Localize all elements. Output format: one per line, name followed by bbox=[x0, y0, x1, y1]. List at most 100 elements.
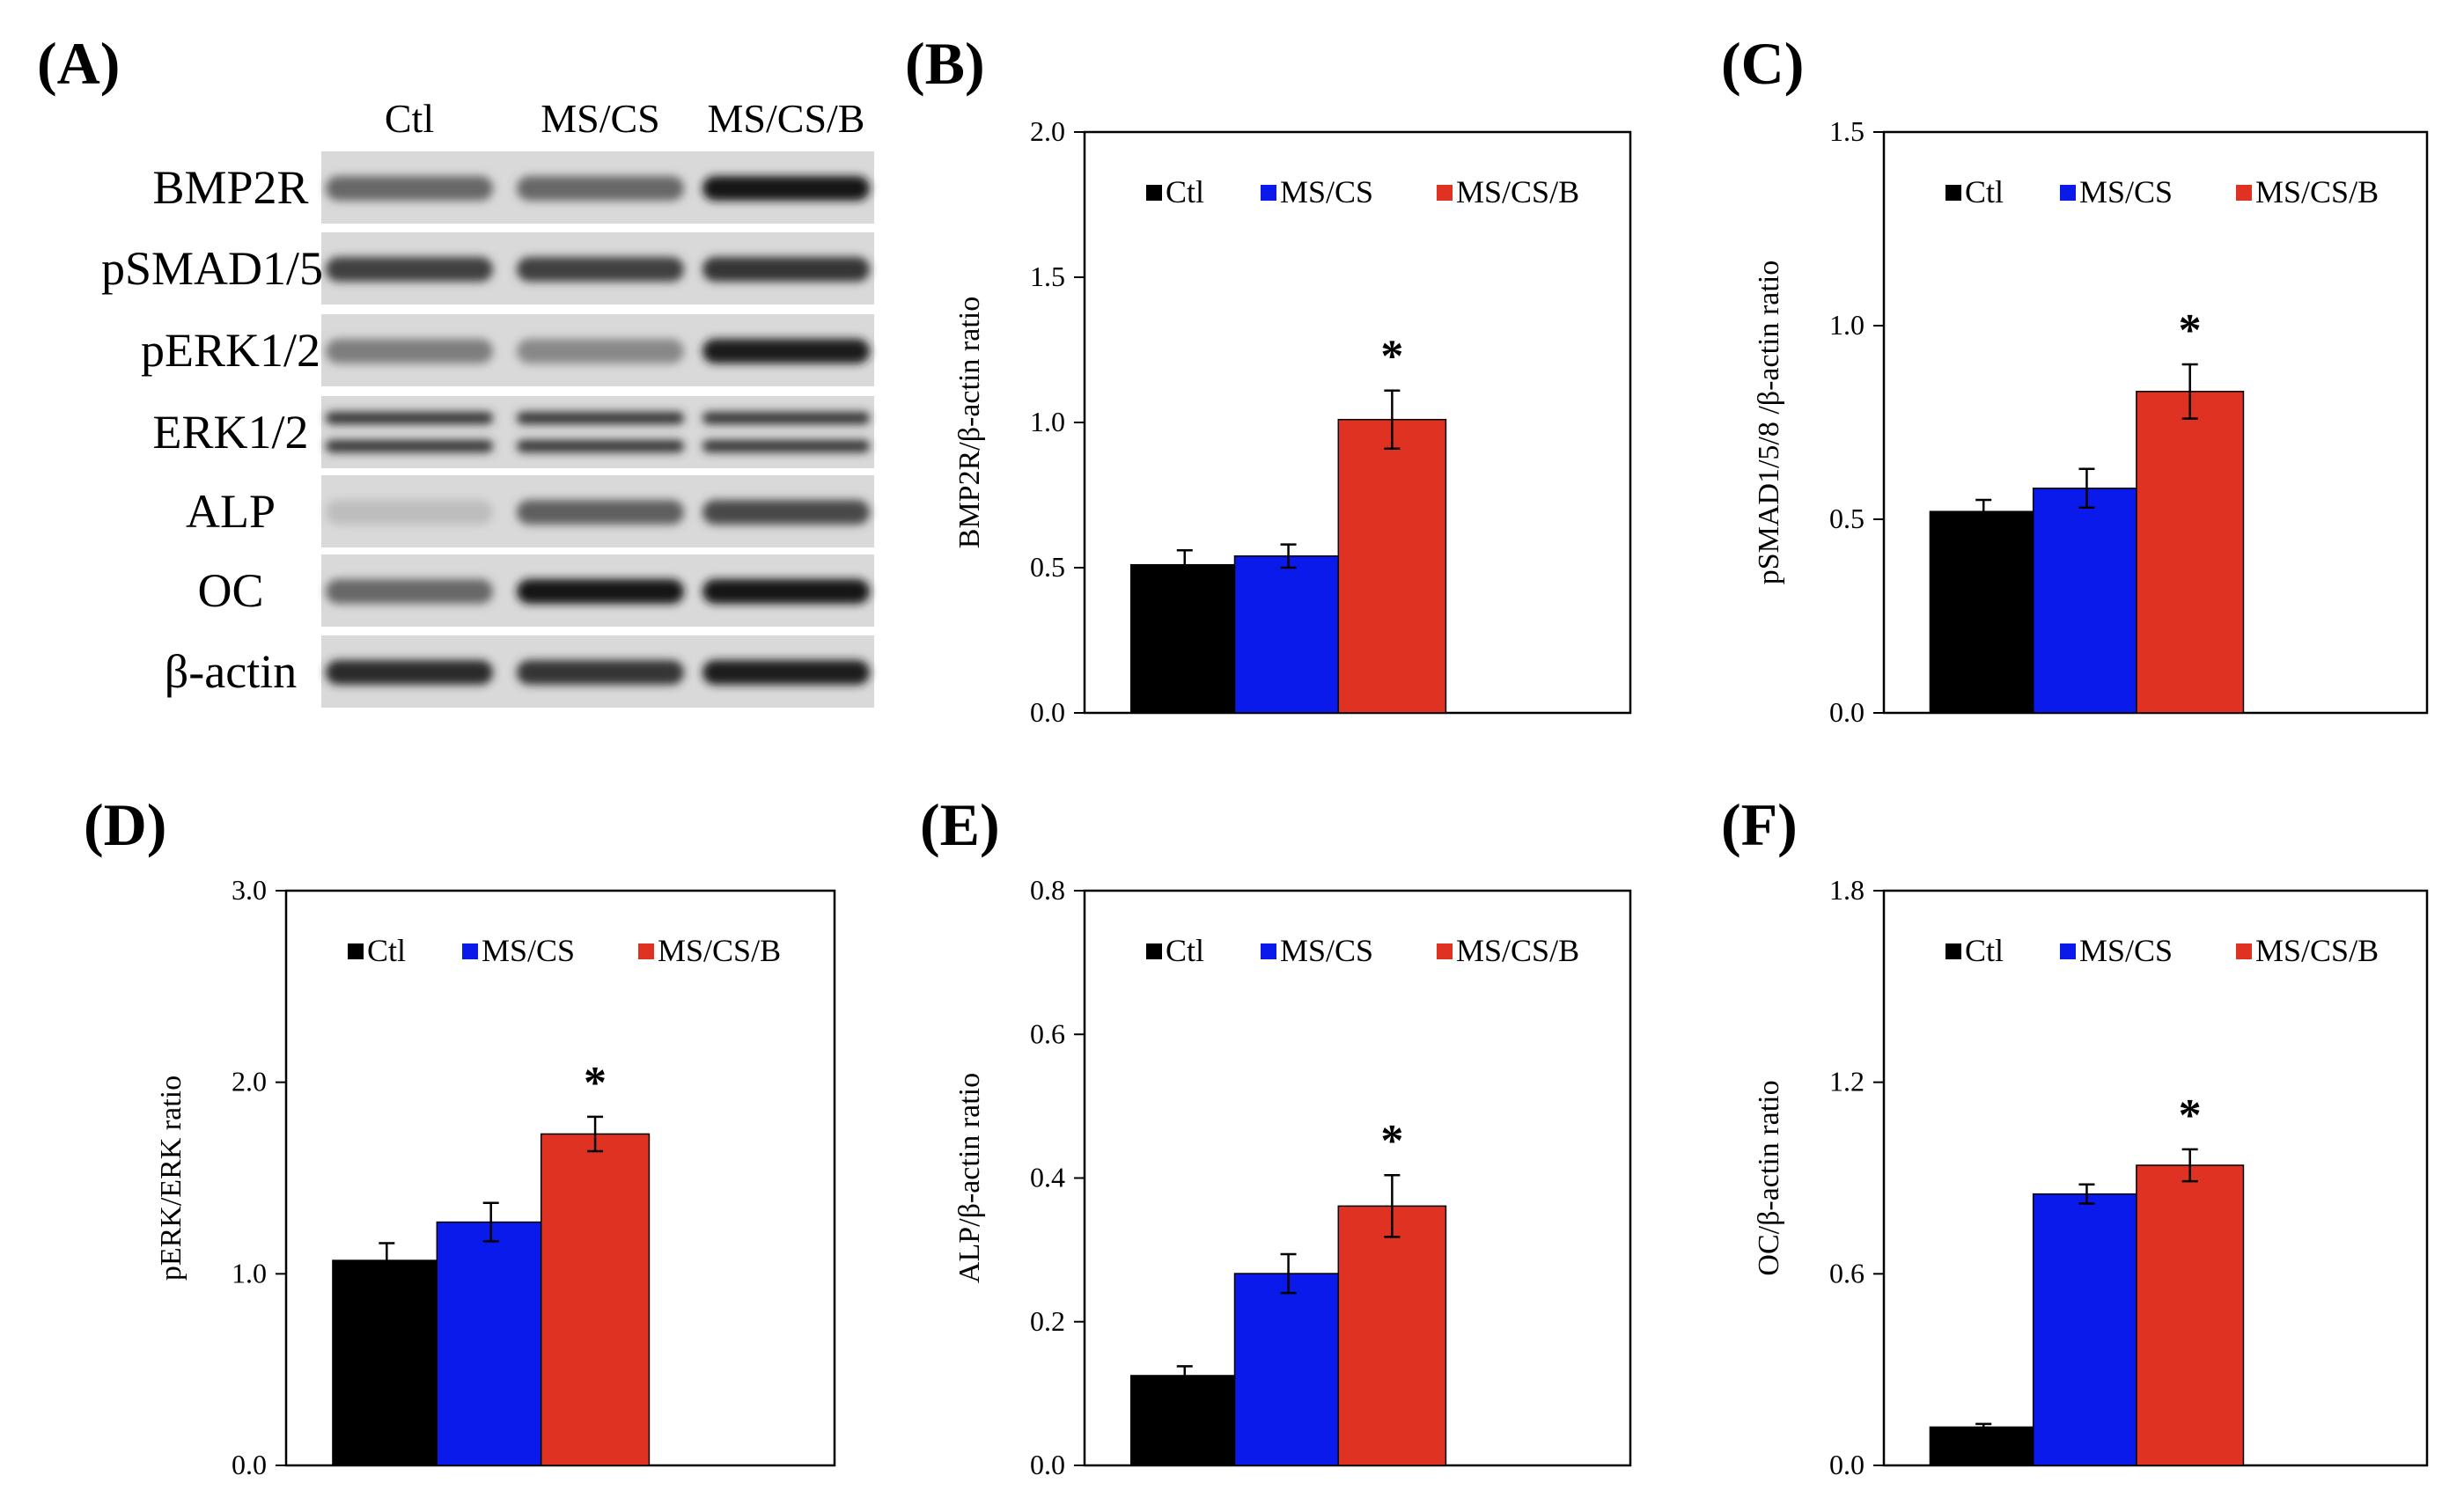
legend-label: MS/CS/B bbox=[2255, 174, 2379, 209]
blot-band bbox=[702, 412, 870, 424]
bar-mscs bbox=[1233, 555, 1343, 714]
y-tick-label: 1.5 bbox=[1829, 115, 1865, 147]
y-axis-label: BMP2R/β-actin ratio bbox=[953, 297, 986, 548]
y-tick-label: 0.0 bbox=[1829, 696, 1865, 728]
y-tick-label: 0.0 bbox=[232, 1449, 267, 1480]
blot-band bbox=[702, 339, 870, 363]
legend-label: MS/CS/B bbox=[2255, 933, 2379, 968]
legend-swatch-mscs bbox=[2060, 185, 2076, 201]
bar-mscs bbox=[2032, 1193, 2141, 1466]
bar-mscsb bbox=[1337, 1205, 1447, 1466]
legend-label: MS/CS bbox=[1280, 933, 1373, 968]
panel-label: (F) bbox=[1721, 791, 1798, 858]
y-axis-label: OC/β-actin ratio bbox=[1753, 1080, 1785, 1275]
blot-row-label: pSMAD1/5/8 bbox=[101, 242, 360, 295]
bar-mscs bbox=[1233, 1273, 1343, 1466]
legend-swatch-ctl bbox=[1945, 943, 1961, 959]
y-tick-label: 1.0 bbox=[1030, 406, 1065, 437]
blot-band bbox=[702, 440, 870, 452]
bar-mscsb bbox=[2136, 1164, 2245, 1466]
blot-band bbox=[517, 440, 684, 452]
y-tick-label: 0.0 bbox=[1030, 696, 1065, 728]
panel-label: (C) bbox=[1721, 30, 1804, 97]
bar-ctl bbox=[1129, 563, 1239, 714]
y-tick-label: 0.6 bbox=[1829, 1257, 1865, 1288]
blot-band bbox=[702, 257, 870, 282]
blot-band bbox=[326, 176, 493, 201]
legend-swatch-mscsb bbox=[1437, 185, 1453, 201]
y-axis-label: pSMAD1/5/8 /β-actin ratio bbox=[1753, 261, 1785, 585]
blot-band bbox=[326, 579, 493, 604]
blot-band bbox=[517, 500, 684, 525]
bar-mscsb bbox=[2136, 391, 2245, 714]
significance-marker: * bbox=[2179, 1090, 2202, 1141]
blot-band bbox=[517, 176, 684, 201]
y-axis-label: pERK/ERK ratio bbox=[155, 1076, 188, 1281]
blot-band bbox=[517, 412, 684, 424]
legend-swatch-mscs bbox=[2060, 943, 2076, 959]
legend-swatch-mscsb bbox=[638, 943, 654, 959]
legend-swatch-mscsb bbox=[2236, 185, 2252, 201]
panel-label: (B) bbox=[905, 30, 985, 97]
y-tick-label: 1.0 bbox=[232, 1257, 267, 1288]
y-tick-label: 2.0 bbox=[232, 1066, 267, 1098]
chart-d: (D) 0.0 1.0 2.0 3.0 pERK/ERK ratio * Ctl MS/CS MS… bbox=[84, 791, 836, 1480]
y-tick-label: 1.0 bbox=[1829, 309, 1865, 341]
blot-band bbox=[326, 339, 493, 363]
y-tick-label: 1.5 bbox=[1030, 261, 1065, 292]
bar-ctl bbox=[332, 1259, 442, 1466]
blot-band bbox=[517, 579, 684, 604]
panel-a-western-blot: (A) Ctl MS/CS MS/CS/B BMP2R pSMAD1/5/8 pERK1/2… bbox=[37, 30, 874, 708]
significance-marker: * bbox=[2179, 305, 2202, 356]
legend-label: Ctl bbox=[1965, 174, 2004, 209]
panel-label: (D) bbox=[84, 791, 166, 858]
legend-label: MS/CS bbox=[2079, 933, 2173, 968]
blot-band bbox=[702, 660, 870, 685]
y-tick-label: 0.0 bbox=[1829, 1449, 1865, 1480]
significance-marker: * bbox=[584, 1058, 607, 1108]
y-tick-label: 0.6 bbox=[1030, 1017, 1065, 1049]
lane-label: Ctl bbox=[385, 96, 434, 141]
panel-label: (E) bbox=[920, 791, 1000, 858]
legend-swatch-ctl bbox=[1146, 943, 1162, 959]
y-tick-label: 0.5 bbox=[1829, 503, 1865, 534]
blot-band bbox=[702, 579, 870, 604]
legend-swatch-ctl bbox=[348, 943, 364, 959]
y-tick-label: 0.0 bbox=[1030, 1449, 1065, 1480]
chart-c: (C) 0.0 0.5 1.0 1.5 pSMAD1/5/8 /β-actin ratio… bbox=[1721, 30, 2429, 728]
chart-f: (F) 0.0 0.6 1.2 1.8 OC/β-actin ratio * Ctl MS/CS… bbox=[1721, 791, 2429, 1480]
blot-band bbox=[517, 257, 684, 282]
blot-band bbox=[326, 660, 493, 685]
legend-swatch-mscs bbox=[462, 943, 478, 959]
bar-mscs bbox=[2032, 488, 2141, 714]
legend-swatch-mscsb bbox=[1437, 943, 1453, 959]
blot-band bbox=[517, 660, 684, 685]
y-tick-label: 1.8 bbox=[1829, 874, 1865, 906]
y-tick-label: 2.0 bbox=[1030, 115, 1065, 147]
legend-label: MS/CS bbox=[1280, 174, 1373, 209]
y-tick-label: 1.2 bbox=[1829, 1066, 1865, 1098]
legend-label: MS/CS/B bbox=[1456, 933, 1579, 968]
bar-charts: (B) 0.0 0.5 1.0 1.5 2.0 BMP2R/β-actin ratio * Ct… bbox=[84, 30, 2429, 1480]
y-tick-label: 0.8 bbox=[1030, 874, 1065, 906]
y-tick-label: 0.5 bbox=[1030, 551, 1065, 583]
legend-swatch-mscsb bbox=[2236, 943, 2252, 959]
blot-band bbox=[326, 440, 493, 452]
panel-label-a: (A) bbox=[37, 30, 120, 97]
bar-ctl bbox=[1129, 1375, 1239, 1466]
blot-row-label: BMP2R bbox=[152, 161, 308, 214]
legend-label: Ctl bbox=[367, 933, 406, 968]
legend-label: MS/CS/B bbox=[1456, 174, 1579, 209]
blot-row-label: OC bbox=[197, 564, 263, 617]
legend-label: Ctl bbox=[1965, 933, 2004, 968]
chart-b: (B) 0.0 0.5 1.0 1.5 2.0 BMP2R/β-actin ratio * Ct… bbox=[905, 30, 1632, 728]
legend-swatch-mscs bbox=[1261, 185, 1276, 201]
legend-swatch-ctl bbox=[1945, 185, 1961, 201]
y-axis-label: ALP/β-actin ratio bbox=[953, 1073, 986, 1283]
legend-label: Ctl bbox=[1166, 174, 1204, 209]
blot-row-label: pERK1/2 bbox=[141, 324, 320, 377]
bar-ctl bbox=[1929, 510, 2038, 714]
lane-label: MS/CS/B bbox=[708, 96, 865, 141]
bar-ctl bbox=[1929, 1426, 2038, 1466]
